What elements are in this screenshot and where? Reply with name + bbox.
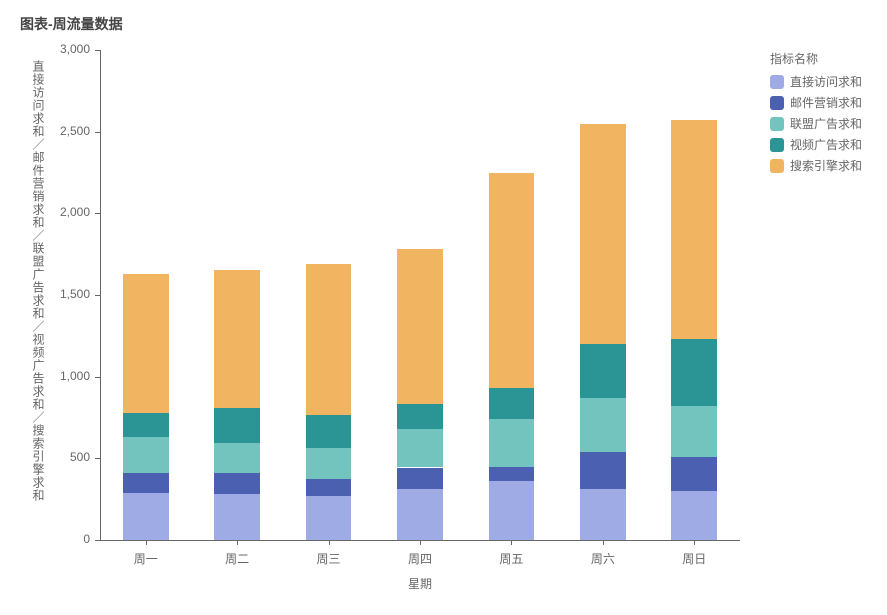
y-tick bbox=[95, 213, 100, 214]
legend-swatch bbox=[770, 117, 784, 131]
bar-segment[interactable] bbox=[306, 264, 352, 416]
legend-label: 邮件营销求和 bbox=[790, 94, 862, 111]
x-tick bbox=[420, 540, 421, 545]
x-category-label: 周一 bbox=[134, 550, 158, 567]
bar-segment[interactable] bbox=[671, 457, 717, 491]
bar-segment[interactable] bbox=[671, 339, 717, 406]
legend-swatch bbox=[770, 138, 784, 152]
bar-segment[interactable] bbox=[123, 437, 169, 473]
bar-segment[interactable] bbox=[214, 473, 260, 495]
bar-segment[interactable] bbox=[671, 491, 717, 540]
bar-group[interactable] bbox=[397, 50, 443, 540]
legend-label: 搜索引擎求和 bbox=[790, 157, 862, 174]
bar-segment[interactable] bbox=[306, 496, 352, 540]
bar-group[interactable] bbox=[489, 50, 535, 540]
legend-swatch bbox=[770, 75, 784, 89]
bar-segment[interactable] bbox=[123, 493, 169, 540]
chart-title: 图表-周流量数据 bbox=[20, 14, 123, 34]
bar-group[interactable] bbox=[671, 50, 717, 540]
y-tick-label: 1,500 bbox=[40, 287, 90, 301]
bar-segment[interactable] bbox=[123, 274, 169, 413]
legend-label: 联盟广告求和 bbox=[790, 115, 862, 132]
bar-segment[interactable] bbox=[397, 404, 443, 429]
x-tick bbox=[603, 540, 604, 545]
legend-label: 视频广告求和 bbox=[790, 136, 862, 153]
legend-item[interactable]: 视频广告求和 bbox=[770, 136, 862, 153]
bar-segment[interactable] bbox=[397, 249, 443, 404]
bar-segment[interactable] bbox=[397, 468, 443, 490]
legend: 指标名称 直接访问求和邮件营销求和联盟广告求和视频广告求和搜索引擎求和 bbox=[770, 50, 862, 178]
legend-swatch bbox=[770, 159, 784, 173]
legend-item[interactable]: 直接访问求和 bbox=[770, 73, 862, 90]
bar-group[interactable] bbox=[306, 50, 352, 540]
bar-segment[interactable] bbox=[123, 473, 169, 493]
bar-segment[interactable] bbox=[306, 479, 352, 495]
bar-segment[interactable] bbox=[489, 173, 535, 389]
bar-segment[interactable] bbox=[214, 494, 260, 540]
y-tick-label: 2,500 bbox=[40, 124, 90, 138]
x-tick bbox=[237, 540, 238, 545]
bar-segment[interactable] bbox=[671, 406, 717, 457]
bar-segment[interactable] bbox=[214, 443, 260, 473]
x-category-label: 周三 bbox=[317, 550, 341, 567]
legend-title: 指标名称 bbox=[770, 50, 862, 67]
bar-segment[interactable] bbox=[580, 124, 626, 345]
bar-segment[interactable] bbox=[580, 344, 626, 398]
legend-item[interactable]: 邮件营销求和 bbox=[770, 94, 862, 111]
x-tick bbox=[511, 540, 512, 545]
bar-segment[interactable] bbox=[214, 408, 260, 443]
bar-segment[interactable] bbox=[214, 270, 260, 409]
bar-group[interactable] bbox=[123, 50, 169, 540]
x-tick bbox=[146, 540, 147, 545]
x-category-label: 周二 bbox=[225, 550, 249, 567]
y-tick bbox=[95, 50, 100, 51]
y-tick-label: 1,000 bbox=[40, 369, 90, 383]
bar-segment[interactable] bbox=[489, 467, 535, 482]
bar-segment[interactable] bbox=[489, 419, 535, 466]
y-tick bbox=[95, 295, 100, 296]
y-axis-line bbox=[100, 50, 101, 540]
x-category-label: 周四 bbox=[408, 550, 432, 567]
y-tick bbox=[95, 377, 100, 378]
x-category-label: 周日 bbox=[682, 550, 706, 567]
bar-group[interactable] bbox=[580, 50, 626, 540]
x-category-label: 周五 bbox=[499, 550, 523, 567]
x-axis-label: 星期 bbox=[100, 575, 740, 592]
bar-segment[interactable] bbox=[580, 489, 626, 540]
bar-segment[interactable] bbox=[397, 489, 443, 540]
y-tick-label: 0 bbox=[40, 532, 90, 546]
y-tick-label: 500 bbox=[40, 450, 90, 464]
bar-segment[interactable] bbox=[580, 398, 626, 452]
y-tick bbox=[95, 458, 100, 459]
bar-segment[interactable] bbox=[489, 388, 535, 419]
y-tick-label: 2,000 bbox=[40, 205, 90, 219]
chart-plot-area: 05001,0001,5002,0002,5003,000周一周二周三周四周五周… bbox=[100, 50, 740, 540]
bar-group[interactable] bbox=[214, 50, 260, 540]
x-tick bbox=[694, 540, 695, 545]
bar-segment[interactable] bbox=[306, 448, 352, 479]
bar-segment[interactable] bbox=[397, 429, 443, 467]
legend-item[interactable]: 联盟广告求和 bbox=[770, 115, 862, 132]
y-tick bbox=[95, 132, 100, 133]
x-tick bbox=[329, 540, 330, 545]
x-category-label: 周六 bbox=[591, 550, 615, 567]
bar-segment[interactable] bbox=[306, 415, 352, 448]
legend-swatch bbox=[770, 96, 784, 110]
bar-segment[interactable] bbox=[671, 120, 717, 339]
bar-segment[interactable] bbox=[489, 481, 535, 540]
bar-segment[interactable] bbox=[580, 452, 626, 490]
y-tick-label: 3,000 bbox=[40, 42, 90, 56]
legend-item[interactable]: 搜索引擎求和 bbox=[770, 157, 862, 174]
legend-label: 直接访问求和 bbox=[790, 73, 862, 90]
bar-segment[interactable] bbox=[123, 413, 169, 438]
